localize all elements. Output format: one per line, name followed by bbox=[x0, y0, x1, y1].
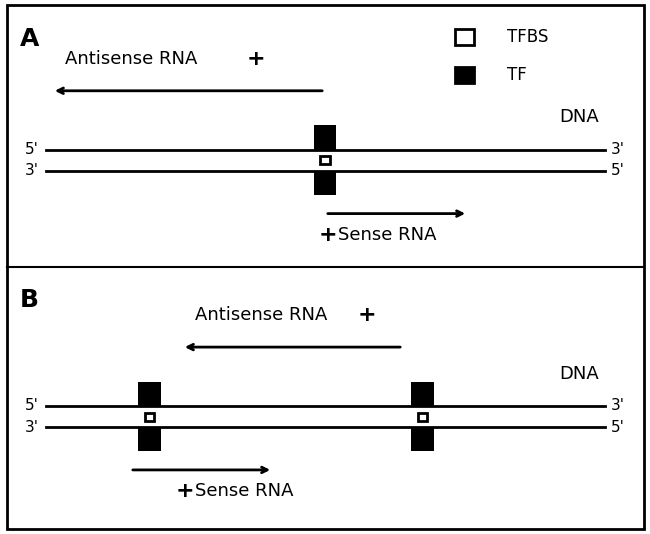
Text: DNA: DNA bbox=[559, 108, 599, 127]
Text: 3': 3' bbox=[25, 163, 39, 178]
Bar bbox=[144, 412, 155, 421]
Text: 5': 5' bbox=[25, 398, 39, 413]
Text: TFBS: TFBS bbox=[507, 28, 549, 46]
Text: 5': 5' bbox=[611, 420, 625, 435]
Text: 3': 3' bbox=[611, 398, 625, 413]
Bar bbox=[418, 412, 428, 421]
Text: A: A bbox=[20, 27, 39, 51]
Text: TF: TF bbox=[507, 66, 526, 84]
Text: B: B bbox=[20, 288, 38, 312]
Text: Antisense RNA: Antisense RNA bbox=[195, 306, 328, 324]
Text: +: + bbox=[358, 305, 376, 325]
Text: 5': 5' bbox=[611, 163, 625, 178]
Text: 5': 5' bbox=[25, 142, 39, 157]
Bar bbox=[455, 29, 474, 45]
Text: Sense RNA: Sense RNA bbox=[338, 226, 437, 244]
Text: Antisense RNA: Antisense RNA bbox=[65, 50, 198, 68]
Text: +: + bbox=[176, 481, 194, 501]
Text: +: + bbox=[247, 49, 266, 69]
Text: 3': 3' bbox=[611, 142, 625, 157]
Bar bbox=[320, 156, 330, 164]
Bar bbox=[411, 427, 434, 451]
Bar bbox=[138, 427, 161, 451]
Bar bbox=[138, 382, 161, 406]
Text: DNA: DNA bbox=[559, 365, 599, 383]
Text: Sense RNA: Sense RNA bbox=[195, 482, 294, 500]
Text: 3': 3' bbox=[25, 420, 39, 435]
Text: +: + bbox=[318, 225, 337, 245]
Bar bbox=[455, 67, 474, 83]
Bar bbox=[313, 171, 337, 195]
Bar bbox=[313, 125, 337, 150]
Bar bbox=[411, 382, 434, 406]
